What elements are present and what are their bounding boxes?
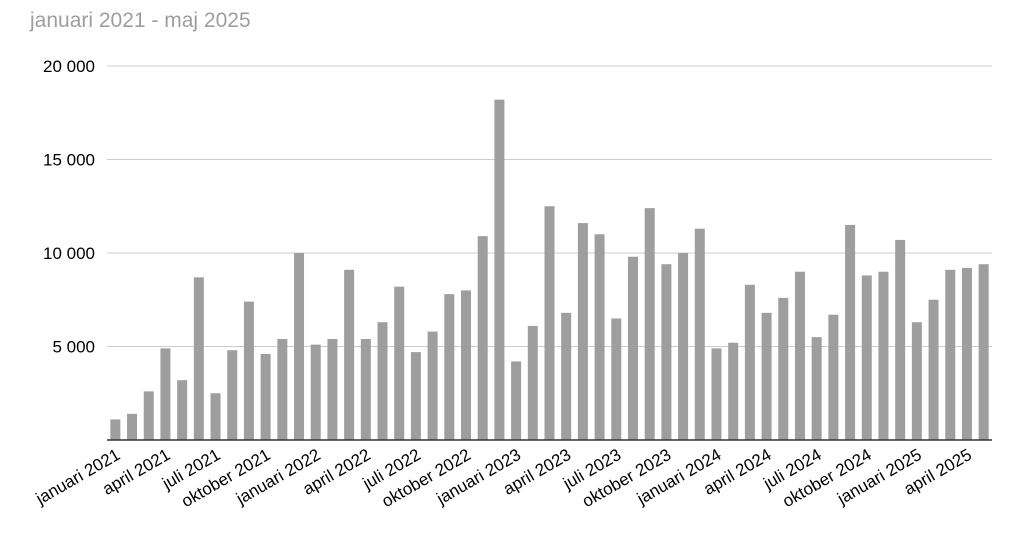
bar	[294, 253, 305, 440]
bar	[728, 342, 739, 440]
bar	[327, 339, 338, 440]
bar	[627, 256, 638, 440]
bar	[678, 253, 689, 440]
bar	[461, 290, 472, 440]
bar	[878, 271, 889, 440]
bar	[310, 344, 321, 440]
bar	[410, 352, 421, 440]
bar	[193, 277, 204, 440]
bar	[711, 348, 722, 440]
bar	[160, 348, 171, 440]
bar	[761, 312, 772, 440]
bar	[110, 419, 121, 440]
bar	[845, 224, 856, 440]
bar	[477, 236, 488, 440]
bar	[444, 294, 455, 440]
bar	[177, 380, 188, 440]
bar	[978, 264, 989, 440]
bar	[260, 353, 271, 440]
bar	[794, 271, 805, 440]
bar	[861, 275, 872, 440]
y-tick-label: 5 000	[52, 338, 95, 357]
bar	[611, 318, 622, 440]
y-tick-label: 15 000	[43, 151, 95, 170]
bar	[945, 269, 956, 440]
bar	[811, 337, 822, 440]
bar	[561, 312, 572, 440]
bar	[961, 267, 972, 440]
bar	[344, 269, 355, 440]
y-tick-label: 10 000	[43, 244, 95, 263]
bar	[694, 228, 705, 440]
bar	[577, 223, 588, 440]
bar	[143, 391, 154, 440]
bar	[127, 413, 138, 440]
bar	[227, 350, 238, 440]
bar	[277, 339, 288, 440]
bar	[427, 331, 438, 440]
bar	[828, 314, 839, 440]
bar	[661, 264, 672, 440]
bar	[243, 301, 254, 440]
bar	[511, 361, 522, 440]
y-tick-label: 20 000	[43, 57, 95, 76]
bar	[377, 322, 388, 440]
bar	[928, 299, 939, 440]
bar	[494, 99, 505, 440]
bar	[360, 339, 371, 440]
bar	[644, 208, 655, 440]
bar	[911, 322, 922, 440]
bar	[778, 297, 789, 440]
bar	[210, 393, 221, 440]
bar	[394, 286, 405, 440]
chart-title: januari 2021 - maj 2025	[29, 9, 251, 32]
bar	[744, 284, 755, 440]
bar	[594, 234, 605, 440]
bar	[544, 206, 555, 440]
bar	[895, 239, 906, 440]
bar	[527, 325, 538, 440]
